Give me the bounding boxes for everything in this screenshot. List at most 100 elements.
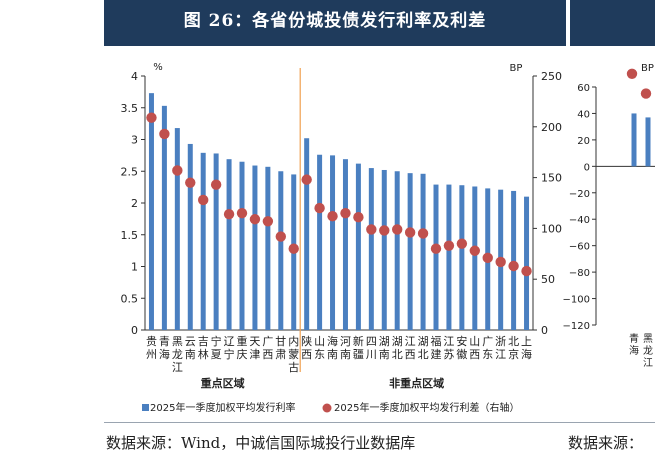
category-label-char: 西 (469, 348, 480, 361)
dot-spread (262, 216, 274, 227)
left-tick-label: 3.5 (121, 102, 139, 115)
chart2-tick-label: 40 (577, 109, 590, 120)
chart2-tick-label: 60 (577, 83, 590, 94)
category-label-char: 江 (405, 335, 416, 348)
dot-spread (301, 174, 312, 185)
left-tick-label: 0 (131, 324, 138, 337)
left-tick-label: 2 (131, 197, 138, 210)
chart2-category-char: 江 (643, 357, 653, 369)
bar-rate (368, 168, 374, 330)
dot-spread (172, 165, 183, 176)
category-label-char: 疆 (353, 348, 364, 361)
category-label-char: 北 (508, 335, 519, 348)
bar-rate (278, 171, 284, 330)
right-tick-label: 50 (541, 273, 555, 286)
left-tick-label: 2.5 (121, 165, 139, 178)
category-label-char: 苏 (443, 348, 454, 361)
left-tick-label: 4 (131, 70, 138, 83)
category-label-char: 江 (495, 348, 506, 361)
legend-label-bar: 2025年一季度加权平均发行利率 (150, 401, 295, 414)
right-tick-label: 100 (541, 222, 562, 235)
category-label-char: 林 (198, 347, 209, 361)
dot-spread (366, 224, 377, 235)
legend-label-dot: 2025年一季度加权平均发行利差（右轴） (334, 401, 519, 414)
legend-swatch-dot (322, 403, 332, 413)
chart2-tick-label: −80 (569, 268, 590, 279)
bar-rate (317, 154, 323, 330)
category-label-char: 宁 (224, 347, 235, 361)
category-label-char: 广 (262, 335, 273, 348)
chart2-category-char: 黑 (643, 333, 653, 345)
category-label-char: 江 (443, 335, 454, 348)
chart2-tick-label: −20 (569, 189, 590, 200)
bar-rate (420, 173, 426, 330)
category-label-char: 山 (314, 335, 325, 348)
category-label-char: 内 (288, 334, 299, 348)
source-note: 数据来源：Wind，中诚信国际城投行业数据库 (106, 434, 416, 452)
left-tick-label: 3 (131, 134, 138, 147)
category-label-char: 海 (327, 334, 338, 348)
category-label-char: 广 (482, 335, 493, 348)
dot-spread (236, 207, 248, 219)
category-label-char: 西 (301, 348, 312, 361)
category-label-char: 东 (314, 348, 325, 361)
bar-rate (200, 152, 206, 330)
category-label-char: 湖 (392, 335, 403, 348)
left-tick-label: 1.5 (121, 229, 139, 242)
category-label-char: 徽 (456, 347, 467, 361)
dot-spread (392, 224, 403, 235)
bar-rate (330, 155, 336, 330)
chart2-dot (626, 68, 638, 79)
bar-rate (459, 185, 465, 330)
right-tick-label: 150 (541, 172, 562, 185)
category-label-char: 南 (327, 348, 338, 361)
right-axis-unit: BP (510, 63, 523, 74)
category-label-char: 湖 (418, 335, 429, 348)
category-label-char: 北 (418, 348, 429, 361)
category-label-char: 新 (353, 334, 364, 348)
category-label-char: 南 (185, 348, 196, 361)
category-label-char: 海 (521, 347, 532, 361)
chart2-bar (645, 117, 651, 167)
chart2-bar (631, 113, 637, 167)
category-label-char: 津 (249, 348, 260, 361)
category-label-char: 福 (431, 334, 442, 348)
category-label-char: 辽 (224, 335, 235, 348)
chart2-unit: BP (641, 63, 654, 74)
dot-spread (275, 231, 286, 242)
bar-rate (407, 173, 413, 330)
title-banner-right (570, 0, 655, 46)
left-tick-label: 0.5 (121, 292, 139, 305)
category-label-char: 湖 (379, 335, 390, 348)
dot-spread (430, 243, 442, 254)
group-label-key: 重点区域 (201, 376, 245, 390)
bar-rate (252, 165, 258, 330)
chart2-category-char: 龙 (643, 344, 653, 357)
bar-rate (148, 93, 154, 331)
chart2-tick-label: −40 (569, 215, 590, 226)
chart2-category-char: 海 (629, 344, 639, 357)
category-label-char: 海 (159, 347, 170, 361)
dot-spread (495, 256, 506, 268)
chart2-tick-label: −100 (563, 295, 590, 306)
category-label-char: 云 (185, 335, 196, 348)
bar-rate (511, 190, 517, 330)
dot-spread (379, 225, 390, 236)
category-label-char: 州 (146, 348, 157, 361)
chart2-tick-label: −120 (563, 321, 590, 332)
category-label-char: 天 (249, 335, 260, 348)
category-label-char: 建 (431, 347, 442, 361)
right-tick-label: 0 (541, 324, 548, 337)
left-axis-unit: % (153, 62, 163, 73)
dot-spread (223, 208, 235, 220)
category-label-char: 南 (340, 348, 351, 361)
category-label-char: 浙 (495, 335, 506, 348)
dot-spread (443, 240, 455, 251)
left-tick-label: 1 (131, 261, 138, 274)
bar-rate (446, 184, 452, 330)
category-label-char: 西 (262, 348, 273, 361)
category-label-char: 甘 (275, 335, 286, 348)
bar-rate (174, 128, 180, 330)
group-label-other: 非重点区域 (389, 376, 444, 390)
